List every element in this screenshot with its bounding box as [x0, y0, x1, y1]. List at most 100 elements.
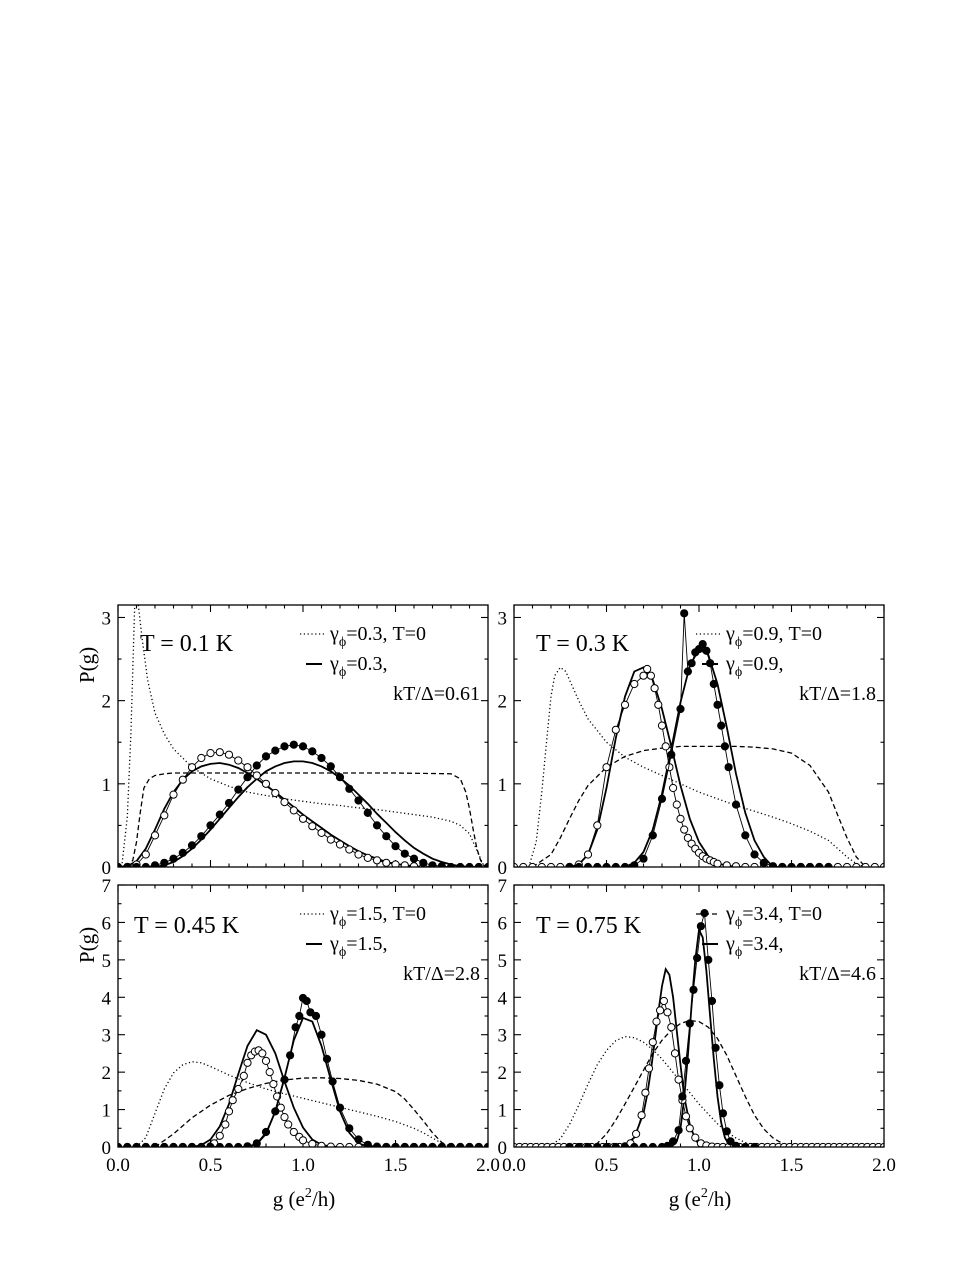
filled-marker-point [583, 1142, 593, 1147]
legend-entry-kt-ratio: kT/Δ=0.61 [393, 683, 480, 705]
filled-marker-point [620, 1142, 630, 1147]
filled-marker-point [768, 862, 778, 867]
filled-marker-point [657, 794, 667, 803]
legend-value: =1.5, T=0 [346, 903, 426, 925]
open-marker-point [289, 806, 298, 815]
y-tick-label: 2 [498, 1063, 508, 1084]
filled-marker-point [687, 659, 696, 668]
filled-marker-point [583, 862, 593, 867]
filled-marker-point [680, 609, 689, 618]
filled-marker-point [731, 800, 741, 809]
filled-marker-point [620, 862, 630, 867]
filled-marker-point [593, 1142, 602, 1147]
open-marker-point [317, 828, 326, 838]
filled-marker-point [311, 1011, 321, 1021]
open-marker-point [641, 1088, 650, 1097]
legend-gamma: γ [725, 623, 735, 645]
open-marker-point [842, 862, 852, 867]
open-marker-point [269, 1080, 278, 1089]
open-marker-point [537, 862, 546, 867]
filled-marker-point [206, 821, 215, 830]
legend-entry-t0: γϕ=3.4, T=0 [725, 903, 822, 930]
filled-marker-point [611, 1142, 620, 1147]
open-marker-point [674, 1075, 683, 1084]
open-marker-point [741, 862, 750, 867]
open-marker-point [652, 1017, 661, 1026]
filled-marker-point [322, 1054, 332, 1064]
legend-gamma: γ [725, 903, 735, 925]
x-tick-label: 2.0 [476, 1155, 500, 1176]
open-marker-point [298, 814, 308, 823]
y-tick-label: 3 [102, 608, 112, 629]
filled-marker-point [363, 808, 372, 818]
filled-marker-point [328, 1077, 337, 1086]
filled-marker-point [252, 1139, 261, 1147]
filled-marker-point [197, 832, 206, 841]
y-tick-label: 6 [498, 913, 508, 934]
filled-marker-point [298, 742, 308, 751]
filled-marker-point [215, 810, 224, 819]
y-tick-label: 3 [102, 1026, 112, 1047]
open-marker-point [224, 1107, 234, 1116]
open-marker-point [639, 671, 648, 680]
open-marker-point [261, 1056, 271, 1066]
legend-subscript: ϕ [735, 915, 742, 930]
y-tick-label: 2 [102, 692, 112, 713]
legend-entry-t0: γϕ=0.9, T=0 [725, 623, 822, 650]
filled-marker-point [731, 1141, 741, 1147]
open-marker-point [643, 664, 652, 674]
filled-marker-point [715, 1081, 724, 1090]
filled-marker-point [317, 753, 326, 763]
filled-marker-point [639, 854, 648, 863]
open-marker-point [150, 831, 160, 840]
x-axis-title-sup: 2 [305, 1186, 312, 1201]
filled-marker-point [197, 1142, 206, 1147]
filled-marker-point [824, 862, 833, 867]
open-marker-point [252, 771, 261, 780]
filled-marker-point [234, 1142, 243, 1147]
open-marker-point [215, 748, 224, 757]
filled-marker-point [437, 1142, 446, 1147]
legend-value: =1.5, [346, 933, 387, 955]
filled-marker-point [252, 761, 261, 770]
y-tick-label: 2 [498, 692, 508, 713]
filled-marker-point [693, 953, 702, 963]
filled-marker-point [391, 842, 400, 851]
panel-title: T = 0.75 K [536, 913, 642, 939]
series-line-solid [191, 1029, 341, 1147]
filled-marker-point [704, 955, 713, 965]
filled-marker-point [345, 1124, 354, 1133]
open-marker-point [206, 749, 215, 758]
filled-marker-point [718, 1109, 728, 1118]
legend-gamma: γ [329, 623, 339, 645]
legend-gamma: γ [329, 903, 339, 925]
open-marker-point [583, 850, 593, 859]
legend-entry-t0: γϕ=1.5, T=0 [329, 903, 426, 930]
open-marker-point [261, 779, 271, 788]
open-marker-point [141, 850, 150, 859]
open-marker-point [197, 753, 206, 763]
filled-marker-point [602, 862, 611, 867]
open-marker-point [870, 862, 879, 867]
filled-marker-point [224, 798, 234, 808]
open-marker-point [221, 1120, 230, 1129]
open-marker-point [667, 1023, 676, 1032]
panel-title: T = 0.45 K [134, 913, 240, 939]
filled-marker-point [243, 1142, 252, 1147]
filled-marker-point [295, 1011, 304, 1021]
legend-subscript: ϕ [339, 635, 346, 650]
filled-marker-point [663, 1141, 672, 1147]
x-axis-title-left: g (e2/h) [273, 1186, 335, 1211]
open-marker-point [620, 700, 630, 709]
open-marker-point [239, 1071, 248, 1081]
open-marker-point [852, 862, 861, 867]
filled-marker-point [724, 763, 733, 772]
open-marker-point [685, 1124, 694, 1133]
filled-marker-point [382, 1142, 391, 1147]
y-tick-label: 5 [498, 951, 508, 972]
open-marker-point [326, 835, 335, 844]
filled-marker-point [150, 861, 160, 867]
filled-marker-point [335, 1103, 345, 1112]
